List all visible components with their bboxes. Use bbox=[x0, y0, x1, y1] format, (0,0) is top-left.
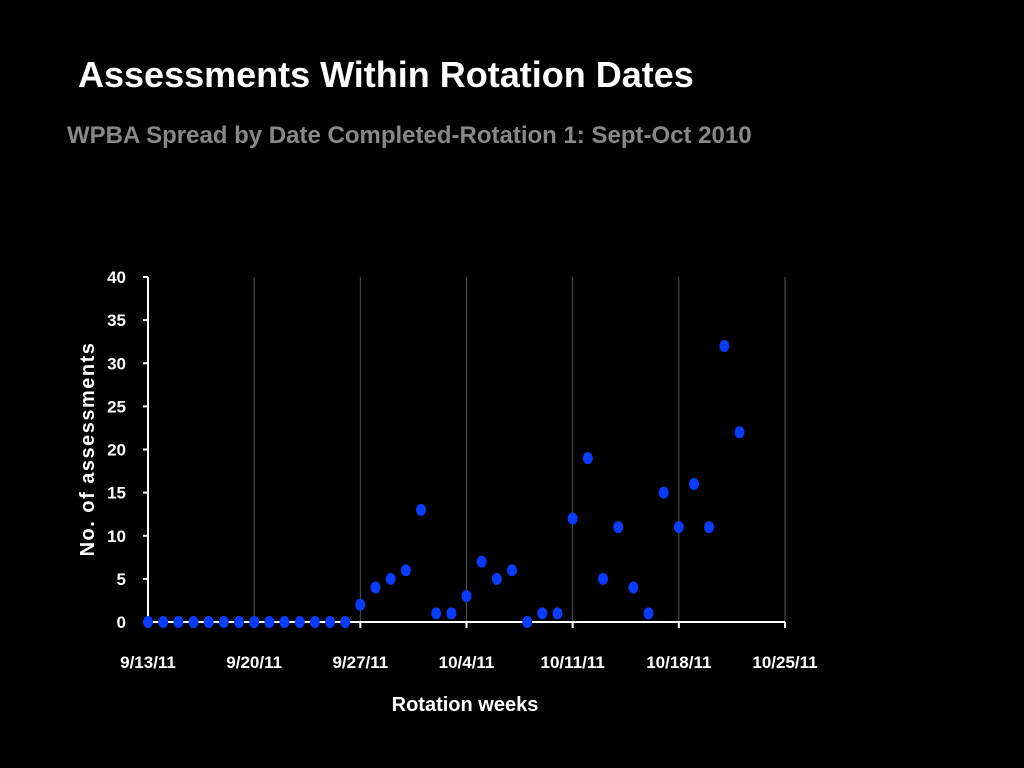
data-point bbox=[203, 616, 214, 628]
y-tick-label: 15 bbox=[107, 484, 126, 503]
data-point bbox=[673, 521, 684, 534]
data-point bbox=[249, 616, 260, 628]
data-point bbox=[582, 452, 593, 465]
y-tick-labels: 0 5 10 15 20 25 30 35 40 bbox=[107, 268, 126, 632]
data-point bbox=[461, 590, 472, 603]
y-tick-label: 30 bbox=[107, 354, 126, 373]
x-tick-label: 10/18/11 bbox=[646, 653, 711, 672]
data-point bbox=[598, 572, 608, 585]
x-axis-label: Rotation weeks bbox=[392, 694, 539, 716]
data-point bbox=[431, 607, 442, 620]
data-point bbox=[385, 572, 396, 585]
data-point bbox=[355, 598, 366, 611]
data-point bbox=[552, 607, 563, 620]
y-tick-label: 20 bbox=[107, 441, 126, 460]
data-point bbox=[643, 607, 654, 620]
x-tick-label: 9/20/11 bbox=[226, 653, 282, 672]
data-point bbox=[400, 564, 411, 577]
y-tick-label: 0 bbox=[117, 613, 126, 632]
y-tick-label: 10 bbox=[107, 527, 126, 546]
data-point bbox=[446, 607, 457, 620]
data-point bbox=[370, 581, 381, 594]
y-tick-label: 5 bbox=[117, 570, 126, 589]
x-tick-label: 9/27/11 bbox=[332, 653, 388, 672]
data-point bbox=[537, 607, 548, 620]
x-tick-label: 10/4/11 bbox=[439, 653, 495, 672]
x-tick-labels: 9/13/11 9/20/11 9/27/11 10/4/11 10/11/11 10/1… bbox=[120, 653, 818, 672]
data-point bbox=[294, 616, 305, 628]
x-tick-label: 10/25/11 bbox=[752, 653, 817, 672]
data-point bbox=[507, 564, 517, 577]
data-point bbox=[734, 426, 745, 439]
data-point bbox=[264, 616, 275, 628]
data-point bbox=[613, 521, 624, 534]
data-point bbox=[628, 581, 639, 594]
data-point bbox=[325, 616, 335, 628]
data-point bbox=[476, 555, 487, 568]
slide-subtitle: WPBA Spread by Date Completed-Rotation 1… bbox=[67, 122, 752, 149]
slide-title: Assessments Within Rotation Dates bbox=[78, 54, 694, 95]
y-tick-label: 35 bbox=[107, 311, 126, 330]
axes bbox=[143, 276, 786, 628]
data-point bbox=[567, 512, 578, 525]
data-point bbox=[689, 478, 699, 490]
data-point bbox=[340, 616, 351, 628]
grid-lines bbox=[253, 277, 786, 622]
data-point bbox=[491, 572, 502, 585]
data-point bbox=[158, 616, 169, 628]
data-point bbox=[143, 616, 153, 628]
data-point bbox=[416, 503, 426, 516]
data-point bbox=[279, 616, 290, 628]
data-point bbox=[522, 616, 533, 628]
x-tick-label: 10/11/11 bbox=[541, 653, 605, 672]
data-point bbox=[218, 616, 229, 628]
data-point bbox=[719, 340, 730, 352]
data-point bbox=[234, 616, 244, 628]
x-tick-label: 9/13/11 bbox=[120, 653, 176, 672]
y-tick-label: 40 bbox=[107, 268, 126, 287]
y-axis-label: No. of assessments bbox=[77, 342, 99, 557]
data-point bbox=[704, 521, 715, 534]
data-point bbox=[188, 616, 199, 628]
data-points bbox=[143, 340, 745, 628]
data-point bbox=[658, 486, 669, 499]
y-tick-label: 25 bbox=[107, 397, 126, 416]
data-point bbox=[309, 616, 320, 628]
data-point bbox=[173, 616, 184, 628]
